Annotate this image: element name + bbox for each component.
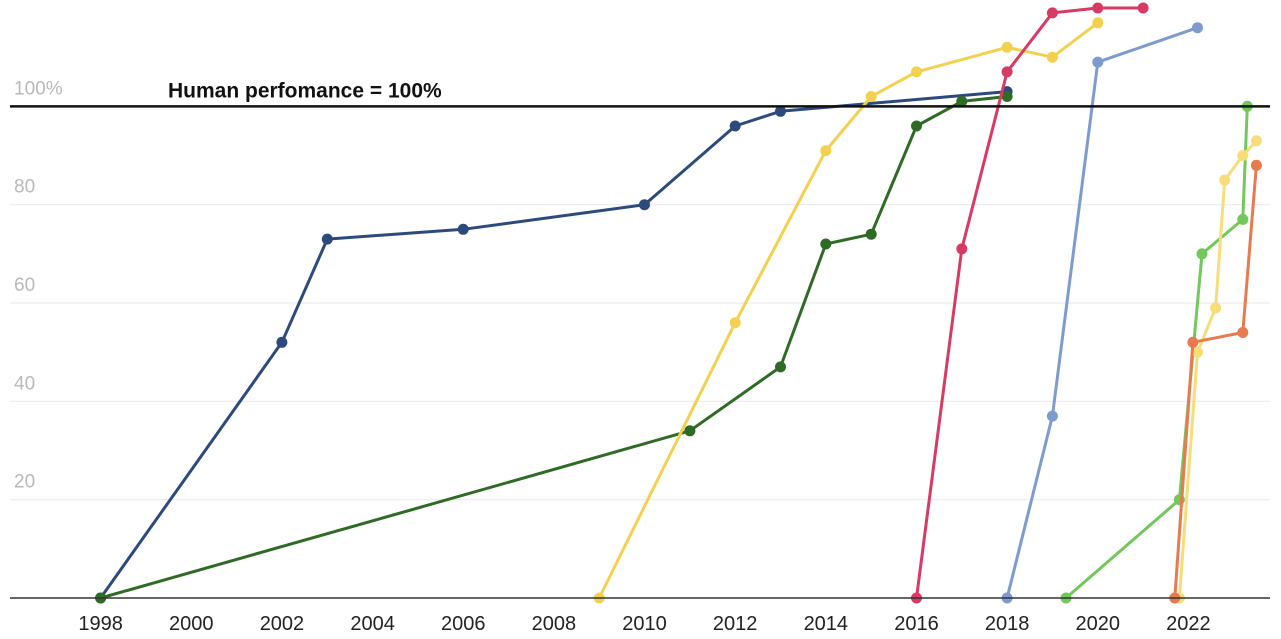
- series-line: [99, 95, 1009, 600]
- series-1: [95, 86, 1013, 604]
- data-point: [321, 233, 333, 245]
- data-point: [956, 95, 968, 107]
- data-point: [865, 228, 877, 240]
- series-2: [95, 91, 1013, 604]
- x-tick-label: 2020: [1076, 613, 1121, 635]
- data-point: [1092, 2, 1104, 14]
- data-point: [1237, 213, 1249, 225]
- x-axis-tick-labels: 1998 2000 2002 2004 2006 2008 2010 2012 2014 2016…: [78, 613, 1210, 635]
- x-tick-label: 2000: [169, 613, 214, 635]
- data-point: [1250, 159, 1262, 171]
- data-point: [457, 223, 469, 235]
- x-tick-label: 2006: [441, 613, 486, 635]
- series-lines: [95, 2, 1262, 604]
- data-point: [775, 361, 786, 373]
- x-tick-label: 2016: [894, 613, 939, 635]
- data-point: [1192, 22, 1203, 34]
- series-4: [911, 2, 1149, 604]
- data-point: [729, 120, 741, 132]
- data-point: [729, 317, 741, 329]
- x-tick-label: 2008: [532, 613, 577, 635]
- data-point: [639, 199, 650, 211]
- y-tick-label: 60: [14, 275, 35, 296]
- series-line: [597, 21, 1100, 600]
- x-tick-label: 2022: [1166, 613, 1211, 635]
- y-tick-label: 20: [14, 472, 35, 493]
- x-tick-label: 1998: [78, 613, 123, 635]
- data-point: [865, 91, 877, 102]
- data-point: [1187, 336, 1199, 348]
- data-point: [1046, 51, 1058, 63]
- data-point: [1092, 56, 1104, 68]
- data-point: [1237, 150, 1249, 161]
- series-7: [1173, 135, 1262, 604]
- data-point: [276, 336, 288, 348]
- data-point: [1237, 327, 1249, 338]
- series-line: [1173, 163, 1258, 600]
- x-tick-label: 2004: [350, 613, 395, 635]
- y-tick-label: 80: [14, 177, 35, 198]
- data-point: [1092, 17, 1104, 29]
- x-tick-label: 2014: [804, 613, 849, 635]
- series-line: [1005, 26, 1199, 600]
- data-point: [775, 105, 786, 117]
- data-point: [820, 145, 832, 157]
- series-6: [1060, 100, 1253, 604]
- data-point: [956, 243, 968, 255]
- data-point: [1210, 302, 1222, 314]
- data-point: [1219, 174, 1231, 186]
- data-point: [1046, 7, 1058, 19]
- data-point: [1001, 66, 1013, 78]
- y-tick-label: 40: [14, 373, 35, 394]
- series-8: [1169, 159, 1262, 604]
- data-point: [1196, 248, 1208, 260]
- x-tick-label: 2010: [622, 613, 667, 635]
- data-point: [1137, 2, 1149, 14]
- gridlines: [10, 204, 1270, 501]
- data-point: [1192, 346, 1203, 358]
- data-point: [911, 120, 922, 132]
- y-tick-label: 100%: [14, 78, 63, 99]
- series-3: [593, 17, 1104, 604]
- x-tick-label: 2002: [260, 613, 305, 635]
- series-line: [99, 90, 1009, 600]
- series-5: [1001, 22, 1203, 604]
- data-point: [911, 66, 922, 78]
- data-point: [1001, 41, 1013, 53]
- data-point: [820, 238, 832, 250]
- human-performance-label: Human perfomance = 100%: [168, 79, 442, 102]
- y-axis-tick-labels: 20 40 60 80 100%: [14, 78, 63, 492]
- x-tick-label: 2018: [985, 613, 1030, 635]
- x-tick-label: 2012: [713, 613, 758, 635]
- data-point: [1001, 91, 1013, 102]
- data-point: [1046, 410, 1058, 422]
- data-point: [1250, 135, 1262, 147]
- data-point: [684, 425, 696, 437]
- series-line: [915, 6, 1145, 600]
